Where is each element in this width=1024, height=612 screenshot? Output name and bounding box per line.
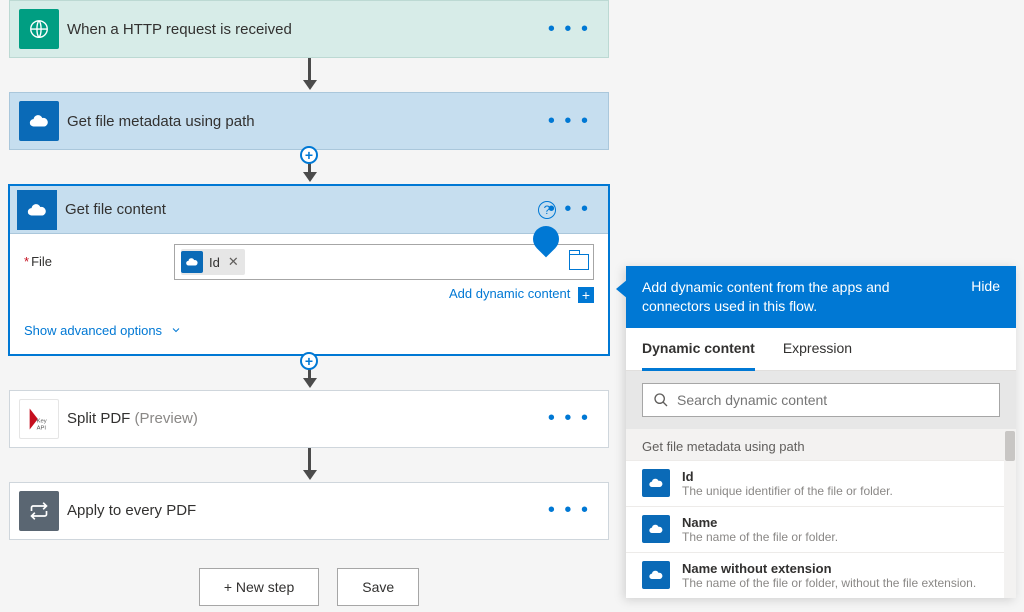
svg-text:API: API — [37, 425, 47, 431]
cloud-icon — [181, 251, 203, 273]
flow-step-title: When a HTTP request is received — [67, 21, 292, 38]
dc-item-title: Name without extension — [682, 561, 976, 576]
dc-search-input[interactable] — [642, 383, 1000, 417]
field-row-file: *File Id ✕ — [24, 244, 594, 303]
tab-dynamic-content[interactable]: Dynamic content — [642, 328, 755, 371]
scrollbar-thumb[interactable] — [1005, 431, 1015, 461]
flow-step-http[interactable]: When a HTTP request is received • • • — [9, 0, 609, 58]
dc-section-title: Get file metadata using path — [626, 429, 1016, 460]
flow-step-metadata[interactable]: Get file metadata using path • • • — [9, 92, 609, 150]
loop-icon — [19, 491, 59, 531]
flow-canvas: When a HTTP request is received • • • Ge… — [0, 0, 618, 606]
cloud-icon — [17, 190, 57, 230]
hide-panel-link[interactable]: Hide — [971, 278, 1000, 316]
dc-item-id[interactable]: IdThe unique identifier of the file or f… — [626, 460, 1016, 506]
flow-step-title: Get file content — [65, 201, 166, 218]
add-dynamic-content-link[interactable]: Add dynamic content + — [174, 286, 594, 303]
dc-search-field[interactable] — [677, 392, 989, 408]
panel-pointer-icon — [616, 279, 628, 299]
dc-item-name[interactable]: NameThe name of the file or folder. — [626, 506, 1016, 552]
scrollbar[interactable] — [1004, 429, 1016, 598]
globe-icon — [19, 9, 59, 49]
more-icon[interactable]: • • • — [548, 110, 590, 133]
add-step-icon[interactable]: + — [300, 146, 318, 164]
flow-step-content-header[interactable]: Get file content ? • • • — [10, 186, 608, 234]
dc-item-title: Name — [682, 515, 838, 530]
new-step-button[interactable]: + New step — [199, 568, 319, 606]
required-marker: * — [24, 254, 29, 269]
connector-arrow — [0, 58, 618, 92]
dc-tabs: Dynamic content Expression — [626, 328, 1016, 371]
dc-item-title: Id — [682, 469, 893, 484]
flow-step-applytoeach[interactable]: Apply to every PDF • • • — [9, 482, 609, 540]
cloud-icon — [19, 101, 59, 141]
file-input[interactable]: Id ✕ — [174, 244, 594, 280]
dc-list: Get file metadata using path IdThe uniqu… — [626, 429, 1016, 598]
field-label: *File — [24, 244, 174, 269]
dc-item-desc: The unique identifier of the file or fol… — [682, 484, 893, 498]
add-step-icon[interactable]: + — [300, 352, 318, 370]
more-icon[interactable]: • • • — [548, 499, 590, 522]
dc-item-name-noext[interactable]: Name without extensionThe name of the fi… — [626, 552, 1016, 598]
more-icon[interactable]: • • • — [548, 18, 590, 41]
flow-step-splitpdf[interactable]: APIKey Split PDF (Preview) • • • — [9, 390, 609, 448]
cloud-icon — [642, 561, 670, 589]
dc-item-desc: The name of the file or folder. — [682, 530, 838, 544]
save-button[interactable]: Save — [337, 568, 419, 606]
connector-arrow: + — [0, 150, 618, 184]
flow-step-title: Apply to every PDF — [67, 502, 196, 519]
flow-step-title: Split PDF (Preview) — [67, 410, 198, 427]
dc-item-desc: The name of the file or folder, without … — [682, 576, 976, 590]
cloud-icon — [642, 469, 670, 497]
flow-step-title: Get file metadata using path — [67, 113, 255, 130]
remove-token-icon[interactable]: ✕ — [228, 254, 239, 270]
svg-text:Key: Key — [37, 418, 47, 424]
token-label: Id — [209, 255, 220, 270]
dc-header: Add dynamic content from the apps and co… — [626, 266, 1016, 328]
dynamic-token-id[interactable]: Id ✕ — [181, 249, 245, 275]
chevron-down-icon — [170, 324, 182, 336]
bottom-buttons: + New step Save — [0, 568, 618, 606]
flow-step-content-expanded: Get file content ? • • • *File Id ✕ — [8, 184, 610, 356]
plus-icon: + — [578, 287, 594, 303]
search-icon — [653, 392, 669, 408]
show-advanced-link[interactable]: Show advanced options — [24, 323, 182, 338]
more-icon[interactable]: • • • — [548, 407, 590, 430]
apikey-icon: APIKey — [19, 399, 59, 439]
connector-arrow — [0, 448, 618, 482]
cloud-icon — [642, 515, 670, 543]
folder-picker-icon[interactable] — [569, 254, 589, 270]
connector-arrow: + — [0, 356, 618, 390]
more-icon[interactable]: • • • — [548, 198, 590, 221]
dynamic-content-panel: Add dynamic content from the apps and co… — [626, 266, 1016, 598]
tab-expression[interactable]: Expression — [783, 328, 852, 370]
dc-header-text: Add dynamic content from the apps and co… — [642, 278, 959, 316]
